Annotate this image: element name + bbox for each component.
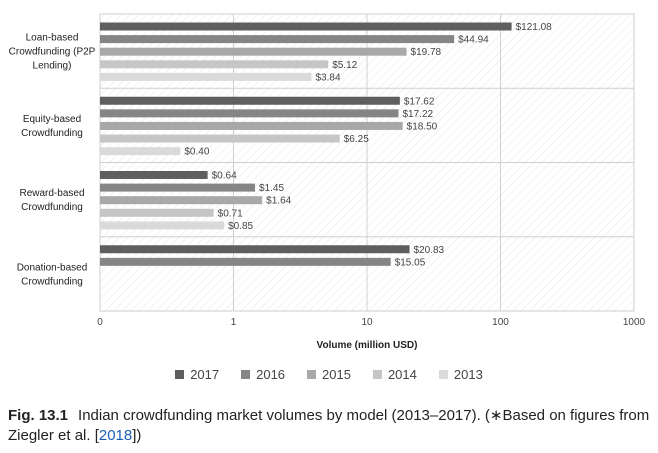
category-label: Crowdfunding (P2P [9,47,96,58]
bar [100,60,329,69]
data-label: $3.84 [316,72,341,83]
figure-caption: Fig. 13.1 Indian crowdfunding market volu… [8,406,653,446]
bar [100,72,312,81]
legend-item: 2017 [175,367,219,382]
x-tick-label: 1 [231,317,237,328]
data-label: $20.83 [414,245,445,256]
legend-item: 2013 [438,367,483,382]
data-label: $19.78 [411,47,442,58]
data-label: $0.85 [228,221,253,232]
legend-item: 2015 [307,367,351,382]
bar [100,96,400,105]
bar [100,134,340,143]
bar [100,22,512,31]
data-label: $121.08 [516,22,553,33]
legend-item: 2016 [241,367,285,382]
bar [100,121,403,130]
data-label: $0.40 [184,147,209,158]
data-label: $5.12 [332,60,357,71]
category-label: Loan-based [26,33,79,44]
legend-label: 2016 [256,367,286,382]
category-label: Lending) [33,61,72,72]
x-tick-label: 100 [492,317,509,328]
data-label: $44.94 [458,35,489,46]
data-label: $0.64 [212,171,237,182]
legend-label: 2015 [322,367,351,382]
category-label: Reward-based [19,188,84,199]
x-tick-label: 0 [97,317,103,328]
bar [100,35,455,44]
x-tick-label: 10 [361,317,373,328]
data-label: $6.25 [344,134,369,145]
legend-label: 2017 [190,367,220,382]
bar [100,196,263,205]
legend-swatch [372,370,382,379]
bar [100,245,410,254]
category-label: Crowdfunding [21,128,83,139]
bar [100,147,181,156]
x-axis-title: Volume (million USD) [317,340,418,351]
bar-chart: $121.08 $44.94 $19.78 $5.12$3.84 $17.62 $17.2… [9,13,646,351]
category-label: Donation-based [17,262,88,273]
bar [100,208,214,217]
data-label: $17.62 [404,96,435,107]
data-label: $1.64 [266,196,291,207]
legend-swatch [175,370,185,379]
legend-swatch [307,370,317,379]
legend: 2017 2016 2015 2014 2013 [0,367,658,382]
data-label: $17.22 [403,109,434,120]
legend-label: 2013 [453,367,483,382]
bar [100,109,399,118]
data-label: $15.05 [395,257,426,268]
bar [100,257,391,266]
category-label: Equity-based [23,114,81,125]
legend-item: 2014 [372,367,417,382]
data-label: $1.45 [259,183,284,194]
bar [100,183,256,192]
legend-swatch [438,370,448,379]
bar [100,221,225,230]
bar [100,171,208,179]
citation-link[interactable]: 2018 [98,427,133,444]
bar [100,47,407,56]
figure-number: Fig. 13.1 [8,407,69,424]
bars [100,22,512,266]
category-label: Crowdfunding [21,202,83,213]
legend-swatch [241,370,251,379]
caption-text: Indian crowdfunding market volumes by mo… [8,407,650,444]
data-label: $18.50 [407,121,438,132]
x-tick-labels: 0 1 10 100 1000 [97,317,645,328]
caption-text-end: ]) [132,427,142,444]
data-label: $0.71 [218,208,243,219]
x-tick-label: 1000 [623,317,646,328]
legend-label: 2014 [387,367,417,382]
category-label: Crowdfunding [21,276,83,287]
category-separators [100,87,634,238]
data-labels: $121.08 $44.94 $19.78 $5.12$3.84 $17.62 $17.2… [184,22,552,268]
category-labels: Loan-based Crowdfunding (P2P Lending) Equit… [9,33,96,288]
